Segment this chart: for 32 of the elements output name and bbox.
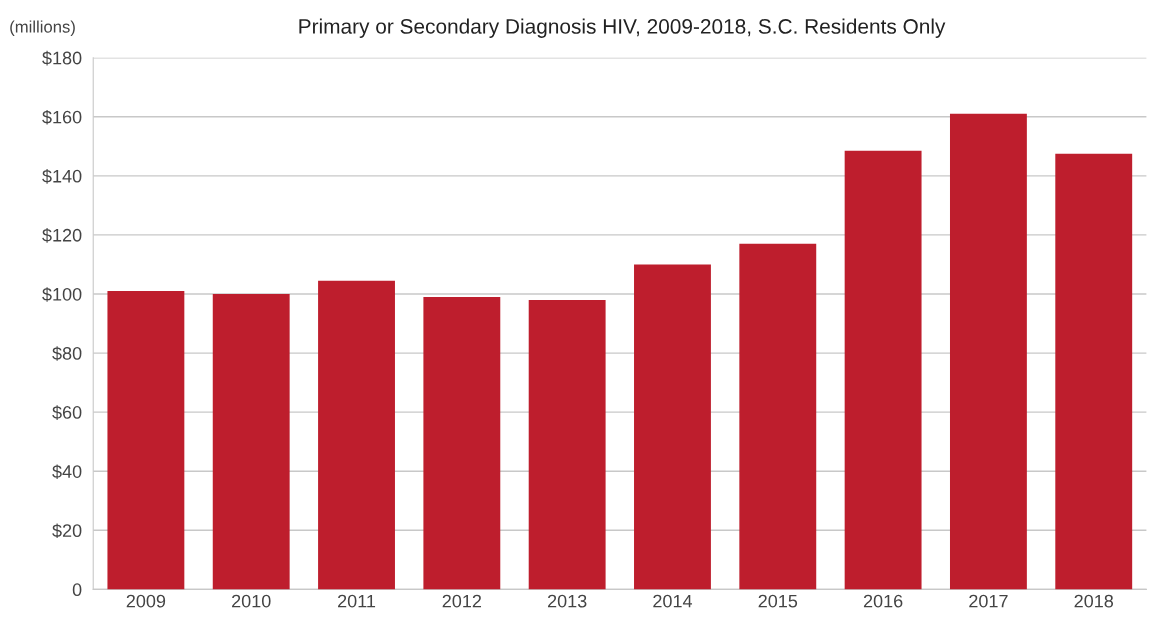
y-tick-label: $160 — [42, 109, 82, 125]
x-tick-label: 2011 — [338, 594, 376, 608]
x-tick-label: 2014 — [653, 594, 693, 608]
y-axis-title: (millions) — [10, 20, 75, 36]
y-tick-label: $100 — [42, 287, 82, 302]
bar — [634, 264, 711, 590]
x-tick-label: 2013 — [547, 594, 587, 608]
x-tick-label: 2015 — [758, 594, 798, 608]
bar — [739, 243, 817, 590]
x-tick-label: 2012 — [442, 594, 482, 608]
x-tick-label: 2010 — [232, 594, 271, 608]
y-tick-label: $120 — [42, 228, 82, 243]
x-tick-label: 2016 — [863, 594, 903, 608]
y-tick-label: $140 — [42, 169, 82, 184]
bar — [318, 280, 395, 590]
bar — [423, 296, 501, 590]
bar — [1055, 153, 1133, 590]
y-tick-label: 0 — [72, 583, 82, 597]
x-tick-label: 2009 — [126, 594, 166, 608]
bar — [528, 299, 606, 590]
y-tick-label: $20 — [52, 523, 82, 539]
y-tick-label: $80 — [52, 346, 82, 361]
x-tick-label: 2017 — [969, 594, 1008, 608]
y-tick-label: $60 — [52, 405, 82, 420]
y-tick-label: $180 — [42, 50, 82, 66]
bar — [107, 291, 185, 590]
bar — [212, 293, 290, 590]
chart-title: Primary or Secondary Diagnosis HIV, 2009-2018, S.C. Residents Only — [299, 18, 946, 38]
y-tick-label: $40 — [52, 464, 82, 480]
x-tick-label: 2018 — [1074, 594, 1114, 608]
bar — [949, 113, 1027, 590]
bar — [844, 150, 922, 590]
